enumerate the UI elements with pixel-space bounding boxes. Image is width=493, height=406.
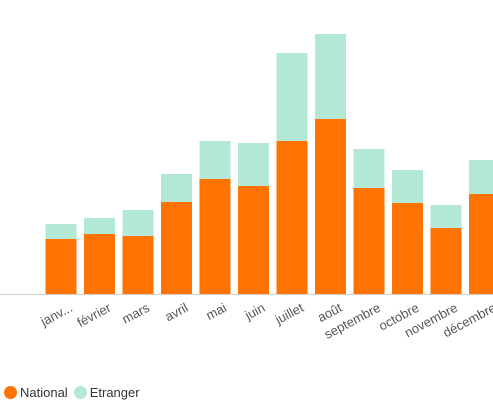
x-tick-label: juillet — [272, 300, 306, 328]
bar-national-10[interactable] — [430, 228, 462, 294]
bar-etranger-8[interactable] — [353, 149, 385, 188]
legend: National Etranger — [4, 385, 146, 400]
legend-label-national: National — [20, 385, 68, 400]
x-tick-label: mars — [119, 300, 152, 327]
bar-national-3[interactable] — [161, 202, 192, 294]
bar-national-8[interactable] — [353, 188, 385, 294]
bar-national-0[interactable] — [45, 239, 77, 294]
bars-layer — [45, 34, 493, 294]
x-tick-label: février — [74, 300, 114, 331]
bar-national-6[interactable] — [276, 141, 308, 294]
bar-etranger-0[interactable] — [45, 224, 77, 239]
bar-etranger-1[interactable] — [84, 218, 115, 234]
bar-national-1[interactable] — [84, 234, 115, 294]
bar-etranger-4[interactable] — [199, 141, 231, 179]
bar-national-9[interactable] — [392, 203, 423, 294]
bar-etranger-7[interactable] — [315, 34, 346, 119]
legend-label-etranger: Etranger — [89, 385, 140, 400]
legend-item-national[interactable]: National — [4, 385, 68, 400]
x-tick-label: avril — [162, 300, 190, 324]
bar-national-7[interactable] — [315, 119, 346, 294]
x-tick-labels: janv... février mars avril mai juin juillet aoû… — [37, 300, 493, 342]
bar-etranger-11[interactable] — [469, 160, 493, 194]
bar-etranger-5[interactable] — [238, 143, 269, 186]
bar-etranger-9[interactable] — [392, 170, 423, 203]
x-tick-label: juin — [242, 300, 268, 323]
legend-swatch-etranger — [73, 386, 87, 399]
bar-etranger-10[interactable] — [430, 205, 462, 228]
bar-etranger-2[interactable] — [122, 210, 154, 236]
bar-etranger-3[interactable] — [161, 174, 192, 202]
bar-etranger-6[interactable] — [276, 53, 308, 141]
legend-swatch-national — [4, 386, 17, 399]
bar-national-2[interactable] — [122, 236, 154, 294]
bar-national-11[interactable] — [469, 194, 493, 294]
bar-national-4[interactable] — [199, 179, 231, 294]
bar-national-5[interactable] — [238, 186, 269, 294]
x-tick-label: janv... — [37, 300, 75, 330]
x-tick-label: mai — [203, 300, 229, 323]
legend-item-etranger[interactable]: Etranger — [73, 385, 140, 400]
